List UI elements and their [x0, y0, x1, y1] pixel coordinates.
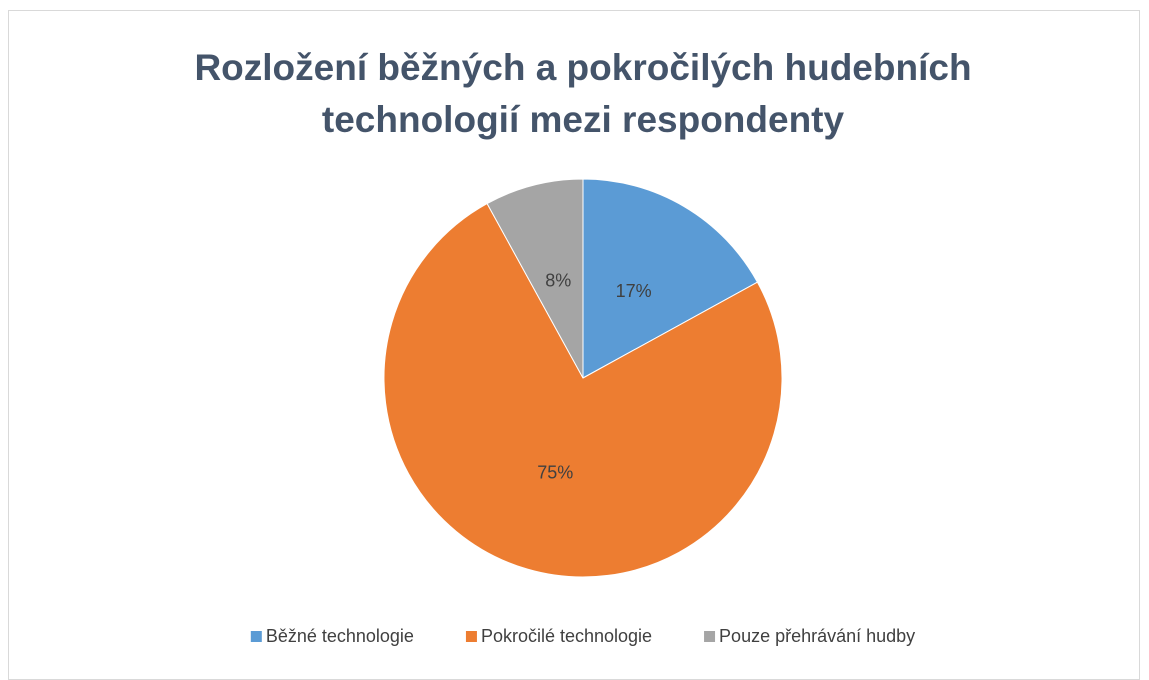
pie-slice	[486, 178, 584, 379]
data-label: 75%	[537, 462, 573, 482]
pie-slice	[383, 202, 783, 578]
legend-swatch	[250, 631, 262, 642]
legend-label: Běžné technologie	[266, 626, 414, 646]
chart-title: Rozložení běžných a pokročilých hudebníc…	[194, 47, 972, 140]
legend-swatch	[704, 631, 716, 642]
legend-label: Pokročilé technologie	[481, 626, 652, 646]
pie-slice	[582, 178, 759, 379]
data-label: 17%	[616, 281, 652, 301]
legend-label: Pouze přehrávání hudby	[719, 626, 915, 646]
legend-swatch	[465, 631, 477, 642]
data-label: 8%	[545, 270, 571, 290]
